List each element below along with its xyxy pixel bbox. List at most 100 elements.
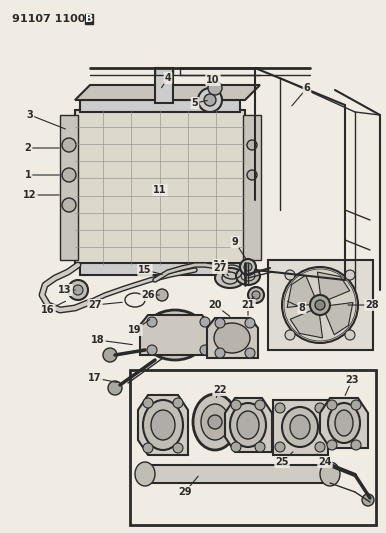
Polygon shape — [290, 309, 323, 338]
Circle shape — [108, 381, 122, 395]
Circle shape — [362, 494, 374, 506]
Circle shape — [247, 170, 257, 180]
Text: 18: 18 — [91, 335, 105, 345]
Circle shape — [200, 345, 210, 355]
Circle shape — [173, 398, 183, 408]
Circle shape — [143, 398, 153, 408]
Circle shape — [73, 285, 83, 295]
Circle shape — [275, 442, 285, 452]
Ellipse shape — [237, 411, 259, 439]
Text: 5: 5 — [191, 98, 198, 108]
Ellipse shape — [143, 310, 207, 360]
Ellipse shape — [282, 407, 318, 447]
Bar — [75, 110, 245, 265]
Circle shape — [244, 263, 252, 271]
Circle shape — [285, 270, 295, 280]
Bar — [273, 400, 328, 455]
Circle shape — [147, 345, 157, 355]
Text: 2: 2 — [25, 143, 31, 153]
Text: 27: 27 — [88, 300, 102, 310]
Ellipse shape — [165, 327, 185, 343]
Ellipse shape — [290, 415, 310, 439]
Ellipse shape — [151, 410, 175, 440]
Text: 12: 12 — [23, 190, 37, 200]
Circle shape — [327, 440, 337, 450]
Circle shape — [282, 267, 358, 343]
Circle shape — [62, 198, 76, 212]
Text: 20: 20 — [208, 300, 222, 310]
Polygon shape — [75, 85, 260, 100]
Circle shape — [103, 348, 117, 362]
Circle shape — [208, 415, 222, 429]
Polygon shape — [138, 395, 188, 455]
Circle shape — [315, 403, 325, 413]
Circle shape — [248, 287, 264, 303]
Circle shape — [327, 400, 337, 410]
Circle shape — [62, 168, 76, 182]
Text: 8: 8 — [298, 303, 305, 313]
Polygon shape — [320, 398, 368, 448]
Bar — [145, 465, 330, 483]
Text: B: B — [85, 14, 93, 24]
Polygon shape — [225, 398, 272, 452]
Text: 1: 1 — [25, 170, 31, 180]
Polygon shape — [323, 303, 353, 335]
Bar — [80, 100, 240, 112]
Ellipse shape — [201, 404, 229, 440]
Text: 22: 22 — [213, 385, 227, 395]
Bar — [80, 263, 240, 275]
Ellipse shape — [155, 319, 195, 351]
Bar — [155, 68, 173, 103]
Text: 28: 28 — [365, 300, 379, 310]
Text: 25: 25 — [275, 457, 289, 467]
Text: 27: 27 — [213, 263, 227, 273]
Circle shape — [285, 330, 295, 340]
Ellipse shape — [328, 403, 360, 443]
Text: 7: 7 — [242, 300, 248, 310]
Circle shape — [315, 442, 325, 452]
Polygon shape — [317, 272, 350, 302]
Circle shape — [143, 443, 153, 453]
Text: 26: 26 — [141, 290, 155, 300]
Text: B: B — [85, 14, 93, 24]
Text: 14: 14 — [213, 260, 227, 270]
Ellipse shape — [230, 403, 266, 447]
Circle shape — [156, 289, 168, 301]
Text: 23: 23 — [345, 375, 359, 385]
Circle shape — [215, 348, 225, 358]
Circle shape — [315, 300, 325, 310]
Polygon shape — [140, 315, 210, 355]
Bar — [268, 260, 373, 350]
Circle shape — [68, 280, 88, 300]
Circle shape — [173, 443, 183, 453]
Circle shape — [245, 318, 255, 328]
Circle shape — [62, 138, 76, 152]
Text: 19: 19 — [128, 325, 142, 335]
Ellipse shape — [214, 323, 250, 353]
Bar — [243, 115, 261, 260]
Circle shape — [345, 270, 355, 280]
Circle shape — [351, 440, 361, 450]
Text: 21: 21 — [241, 300, 255, 310]
Text: 16: 16 — [41, 305, 55, 315]
Text: 17: 17 — [88, 373, 102, 383]
Circle shape — [147, 317, 157, 327]
Ellipse shape — [135, 462, 155, 486]
Circle shape — [351, 400, 361, 410]
Circle shape — [215, 318, 225, 328]
Circle shape — [247, 140, 257, 150]
Circle shape — [276, 291, 294, 309]
Ellipse shape — [215, 268, 245, 288]
Circle shape — [200, 317, 210, 327]
Circle shape — [252, 291, 260, 299]
Circle shape — [280, 295, 290, 305]
Text: 9: 9 — [232, 237, 239, 247]
Text: 91107 1100: 91107 1100 — [12, 14, 85, 24]
Polygon shape — [207, 318, 258, 358]
Text: 3: 3 — [27, 110, 33, 120]
Ellipse shape — [143, 400, 183, 450]
Bar — [130, 370, 376, 525]
Text: 29: 29 — [178, 487, 192, 497]
Text: 24: 24 — [318, 457, 332, 467]
Text: 6: 6 — [304, 83, 310, 93]
